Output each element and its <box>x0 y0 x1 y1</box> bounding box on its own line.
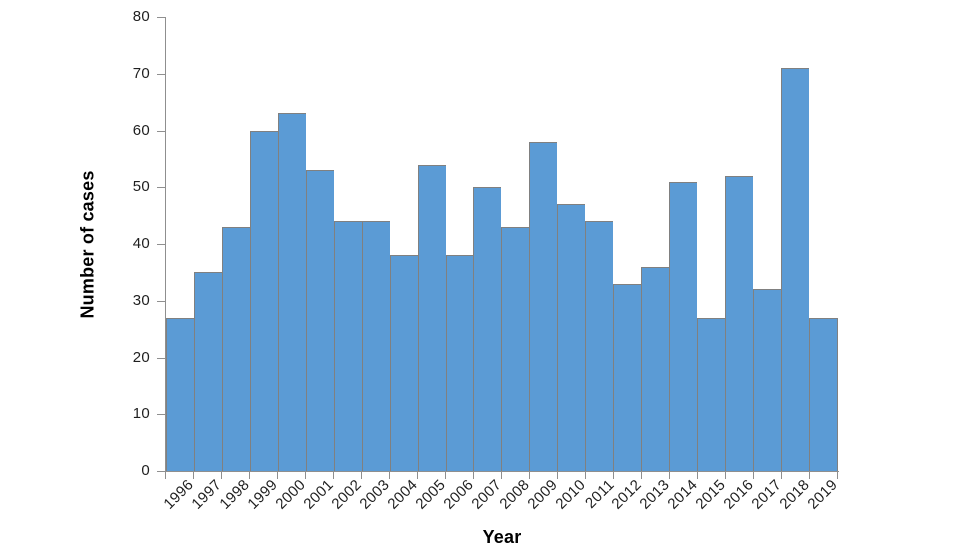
bar-2006 <box>445 255 474 471</box>
x-tick <box>585 472 586 479</box>
x-tick-label: 2005 <box>412 476 450 513</box>
x-tick-label: 2008 <box>496 476 534 513</box>
x-tick <box>473 472 474 479</box>
y-axis-line <box>165 17 166 472</box>
x-tick-label: 1998 <box>216 476 254 513</box>
bar-1999 <box>249 130 278 471</box>
x-tick <box>193 472 194 479</box>
bar-2001 <box>305 170 334 471</box>
x-tick <box>529 472 530 479</box>
x-tick <box>641 472 642 479</box>
y-tick-label: 70 <box>132 64 150 82</box>
x-tick <box>361 472 362 479</box>
x-tick <box>809 472 810 479</box>
x-tick <box>669 472 670 479</box>
y-tick <box>157 187 165 189</box>
x-tick <box>501 472 502 479</box>
bar-2016 <box>725 175 754 471</box>
x-tick-label: 2016 <box>720 476 758 513</box>
bar-2011 <box>585 221 614 471</box>
x-tick <box>781 472 782 479</box>
x-tick-label: 2010 <box>552 476 590 513</box>
bar-2003 <box>361 221 390 471</box>
x-axis-title: Year <box>482 527 522 547</box>
x-tick <box>333 472 334 479</box>
x-tick-label: 2003 <box>356 476 394 513</box>
x-tick-label: 2018 <box>776 476 814 513</box>
x-tick-label: 2007 <box>468 476 506 513</box>
y-tick-label: 10 <box>132 405 150 423</box>
bar-2017 <box>753 289 781 471</box>
y-tick <box>157 244 165 245</box>
x-tick <box>389 472 390 479</box>
x-tick <box>249 472 250 479</box>
y-tick <box>157 471 165 472</box>
x-tick-label: 2000 <box>272 476 310 513</box>
y-tick-label: 40 <box>132 235 150 252</box>
bar-2000 <box>277 113 306 471</box>
x-tick <box>417 472 418 479</box>
bar-2009 <box>529 141 558 471</box>
x-tick-label: 1999 <box>244 476 282 513</box>
x-tick-label: 2006 <box>440 476 478 513</box>
x-tick <box>305 472 306 479</box>
y-tick <box>157 73 165 75</box>
bar-1996 <box>166 317 194 471</box>
y-tick <box>157 17 165 18</box>
bar-1997 <box>193 272 222 471</box>
x-tick-label: 2015 <box>692 476 730 513</box>
x-tick <box>697 472 698 479</box>
x-tick <box>557 472 558 479</box>
x-tick-label: 1996 <box>160 476 198 513</box>
bar-2019 <box>808 317 838 471</box>
x-tick-label: 2012 <box>608 476 646 513</box>
x-tick-label: 2017 <box>748 476 786 513</box>
x-tick-label: 2002 <box>328 476 366 513</box>
x-tick <box>613 472 614 479</box>
bar-2010 <box>557 204 586 471</box>
y-tick-label: 50 <box>132 178 150 196</box>
x-tick-label: 2011 <box>581 476 618 512</box>
x-tick <box>221 472 222 479</box>
x-axis-line <box>165 471 839 472</box>
bar-2013 <box>641 266 670 471</box>
x-tick <box>725 472 726 479</box>
x-tick-label: 2013 <box>636 476 674 513</box>
x-tick <box>277 472 278 479</box>
y-tick-label: 0 <box>141 462 150 479</box>
x-tick-label: 2014 <box>664 476 702 513</box>
bar-2008 <box>501 226 530 471</box>
x-tick-label: 2004 <box>384 476 422 513</box>
y-tick <box>157 130 165 132</box>
y-tick <box>157 414 165 416</box>
x-tick <box>837 472 838 479</box>
bar-2005 <box>417 164 446 471</box>
x-tick <box>753 472 754 479</box>
bar-2015 <box>697 317 726 471</box>
y-tick-label: 60 <box>132 121 150 139</box>
y-tick-label: 30 <box>132 291 150 309</box>
x-tick <box>165 472 166 479</box>
y-tick-label: 20 <box>132 348 150 366</box>
x-tick-label: 2019 <box>804 476 842 513</box>
x-tick-label: 1997 <box>188 476 226 513</box>
plot-area <box>166 17 838 471</box>
bar-2004 <box>389 255 418 471</box>
bar-2002 <box>333 221 362 471</box>
bar-2012 <box>613 283 642 471</box>
bar-2014 <box>669 181 698 471</box>
y-tick-label: 80 <box>132 8 150 25</box>
x-tick-label: 2001 <box>300 476 338 513</box>
y-tick <box>157 300 165 302</box>
bar-1998 <box>221 226 250 471</box>
x-tick <box>445 472 446 479</box>
x-tick-label: 2009 <box>524 476 562 513</box>
y-tick <box>157 357 165 359</box>
bar-2018 <box>780 68 809 471</box>
bar-2007 <box>473 187 502 471</box>
